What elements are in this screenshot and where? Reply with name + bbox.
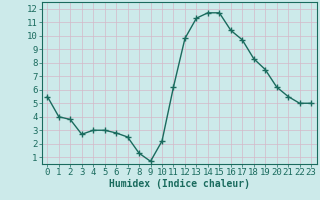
X-axis label: Humidex (Indice chaleur): Humidex (Indice chaleur)	[109, 179, 250, 189]
